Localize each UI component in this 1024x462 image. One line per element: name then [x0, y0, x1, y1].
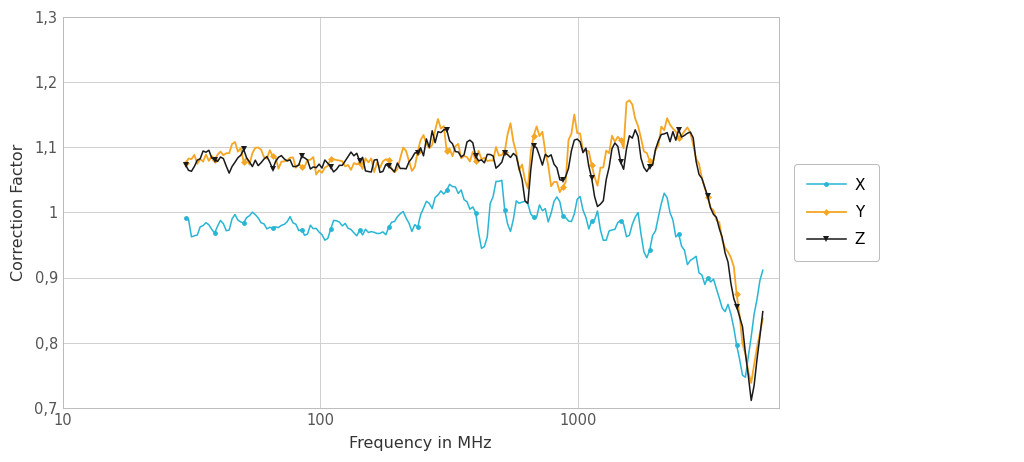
Z	[757, 309, 769, 314]
Z	[711, 214, 723, 220]
Z	[333, 163, 345, 168]
X	[287, 220, 299, 225]
Y	[711, 217, 723, 223]
X	[333, 219, 345, 225]
X	[739, 374, 752, 380]
Z	[287, 164, 299, 169]
Y-axis label: Correction Factor: Correction Factor	[11, 144, 26, 281]
Legend: X, Y, Z: X, Y, Z	[794, 164, 879, 261]
Y	[287, 155, 299, 160]
Y	[214, 149, 226, 154]
Line: X: X	[183, 178, 765, 380]
X	[179, 215, 191, 220]
X	[214, 218, 226, 223]
Z	[440, 127, 453, 133]
X-axis label: Frequency in MHz: Frequency in MHz	[349, 436, 493, 451]
X	[496, 177, 508, 183]
X	[203, 222, 215, 227]
X	[711, 286, 723, 292]
Line: Z: Z	[182, 127, 766, 404]
Y	[745, 380, 758, 386]
X	[730, 343, 742, 348]
Y	[179, 160, 191, 166]
X	[757, 267, 769, 273]
Z	[179, 162, 191, 168]
Z	[730, 304, 742, 310]
Z	[745, 398, 758, 403]
Y	[203, 158, 215, 164]
Y	[757, 316, 769, 321]
Y	[730, 292, 742, 297]
Z	[214, 154, 226, 160]
Y	[333, 158, 345, 163]
Z	[203, 147, 215, 153]
Line: Y: Y	[183, 98, 765, 385]
Y	[624, 97, 636, 103]
